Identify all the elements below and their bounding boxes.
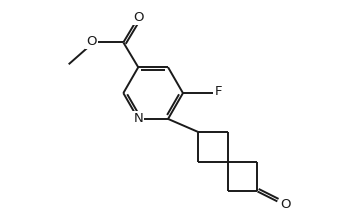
Text: O: O xyxy=(86,35,97,48)
Text: F: F xyxy=(215,85,222,98)
Text: O: O xyxy=(133,11,144,24)
Text: N: N xyxy=(133,112,143,125)
Text: O: O xyxy=(280,198,290,211)
